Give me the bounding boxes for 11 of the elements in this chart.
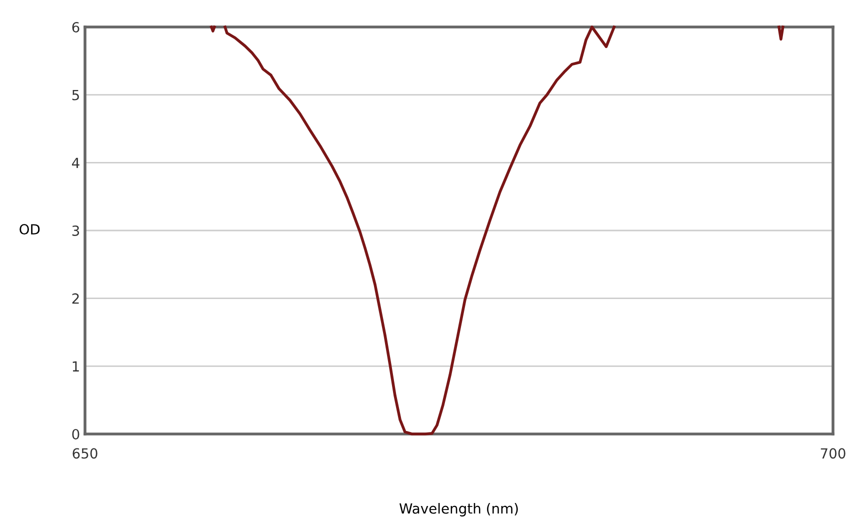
y-tick-label: 3 bbox=[72, 225, 80, 236]
y-tick-label: 2 bbox=[72, 293, 79, 304]
y-tick-label: 0 bbox=[72, 428, 80, 440]
x-axis-title: Wavelength (nm) bbox=[399, 502, 518, 516]
y-axis-title: OD bbox=[20, 224, 40, 235]
y-tick-label: 5 bbox=[72, 90, 79, 100]
y-tick-label: 6 bbox=[72, 22, 80, 32]
x-tick-label: 650 bbox=[72, 448, 98, 459]
x-tick-label: 700 bbox=[820, 448, 846, 459]
y-tick-label: 1 bbox=[72, 361, 79, 372]
y-tick-label: 4 bbox=[72, 158, 80, 168]
